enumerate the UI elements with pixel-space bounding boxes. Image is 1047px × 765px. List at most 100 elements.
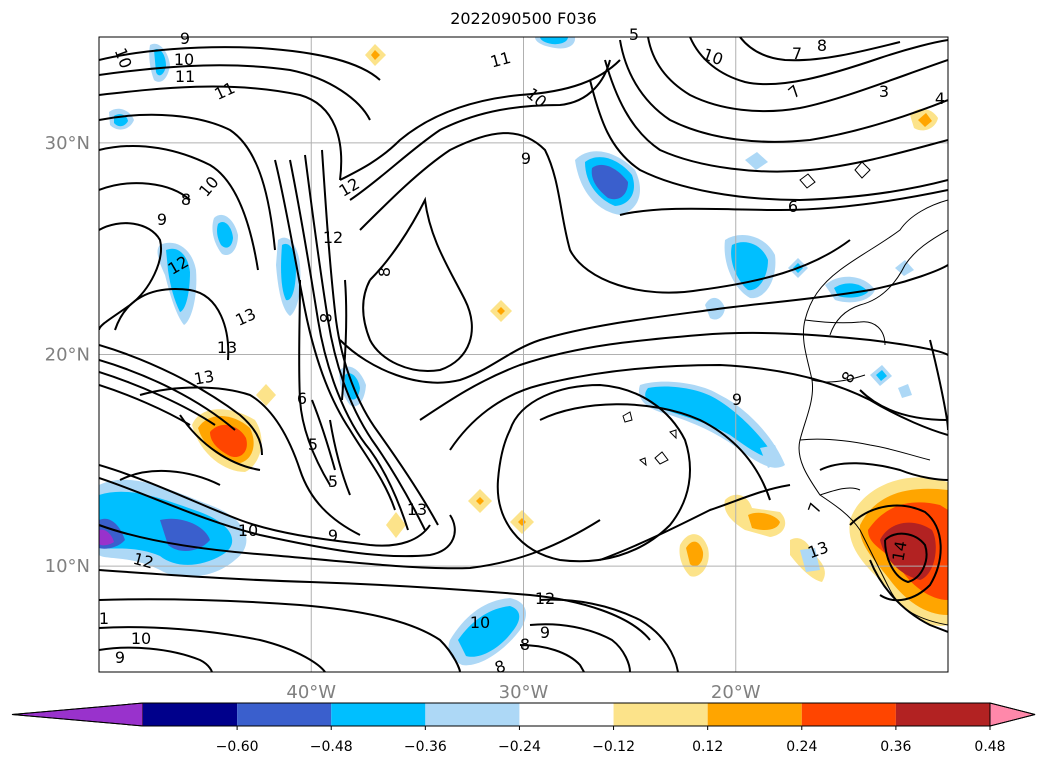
colorbar-over-triangle [989, 702, 1036, 727]
contour-line [99, 598, 461, 672]
contour-line [99, 626, 326, 672]
contour-label: 8 [375, 267, 394, 277]
contour-label: 12 [323, 228, 343, 247]
colorbar-tick-label: −0.36 [404, 739, 447, 755]
contour-label: 13 [232, 304, 258, 330]
colorbar-under-triangle [11, 702, 144, 727]
colorbar-tick-label: 0.48 [974, 739, 1005, 755]
contour-lines [99, 37, 948, 672]
contour-label: 10 [238, 521, 258, 540]
contour-line [529, 623, 631, 672]
colorbar-tick-label: 0.12 [692, 739, 723, 755]
contour-line [99, 371, 216, 426]
colorbar-bin [895, 703, 990, 726]
contour-line [619, 189, 948, 216]
contour-line [604, 59, 948, 173]
contour-line [339, 59, 621, 181]
colorbar-tick-label: 0.24 [786, 739, 817, 755]
contour-label: 13 [192, 366, 215, 388]
contour-label: 10 [131, 629, 151, 648]
contour-line [419, 331, 948, 421]
colorbar-bin [519, 703, 614, 726]
contour-label: 11 [488, 48, 513, 72]
contour-line [321, 149, 439, 526]
colorbar-bin [613, 703, 708, 726]
contour-label: 3 [879, 82, 889, 101]
coastline [622, 161, 948, 626]
contour-line [589, 79, 948, 202]
contour-line [99, 144, 259, 271]
contour-label: 7 [804, 500, 825, 516]
contour-label: 4 [935, 89, 945, 108]
contour-label: 5 [328, 472, 338, 491]
contour-label: 6 [788, 197, 798, 216]
contour-line [298, 279, 331, 486]
contour-label: 8 [316, 313, 335, 323]
contour-line [539, 403, 771, 501]
contour-line [341, 279, 348, 401]
contour-line [739, 37, 901, 62]
contour-label: 10 [470, 613, 490, 632]
contour-line [689, 37, 948, 86]
colorbar-bin [801, 703, 896, 726]
colorbar-tick-label: −0.48 [310, 739, 353, 755]
lon-tick-label: 40°W [286, 682, 336, 703]
contour-line [99, 222, 162, 331]
contour-line [99, 569, 651, 641]
axis-tick-labels: 30°N 20°N 10°N 40°W 30°W 20°W [45, 133, 761, 703]
colorbar-bin [425, 703, 520, 726]
contour-label: 11 [211, 78, 237, 104]
contour-label: 9 [115, 648, 125, 667]
contour-line [304, 154, 426, 531]
contour-line [849, 504, 942, 602]
contour-line [599, 484, 791, 561]
contour-line [99, 113, 276, 251]
colorbar-outline [11, 702, 1036, 727]
colorbar-bin [331, 703, 426, 726]
contour-label: 9 [521, 149, 531, 168]
colorbar-tick-label: 0.36 [880, 739, 911, 755]
lon-tick-label: 30°W [499, 682, 549, 703]
contour-line [496, 383, 691, 563]
colorbar: −0.60 −0.48 −0.36 −0.24 −0.12 0.12 0.24 0.36 0.4… [11, 702, 1036, 755]
colorbar-bin [707, 703, 802, 726]
map-frame [98, 36, 949, 673]
contour-line [339, 264, 948, 384]
contour-label: 7 [792, 44, 802, 63]
contour-label: 10 [700, 44, 726, 69]
contour-label: 14 [888, 539, 910, 562]
contour-label: 9 [732, 390, 742, 409]
cool-patch [99, 37, 914, 666]
warm-patch [192, 44, 948, 626]
contour-label: 8 [492, 656, 508, 677]
contour-label: 12 [535, 589, 555, 608]
lat-tick-label: 30°N [45, 133, 90, 154]
contour-line [647, 37, 948, 113]
contour-line [99, 477, 456, 558]
contour-line [99, 384, 191, 426]
contour-label: 13 [217, 338, 237, 357]
contour-label: 8 [520, 635, 530, 654]
contour-label: 8 [837, 368, 859, 386]
contour-line [99, 344, 263, 456]
contour-label: 10 [174, 50, 194, 69]
contour-line [539, 598, 679, 672]
contour-label: 10 [523, 84, 551, 112]
contour-label: 10 [111, 45, 136, 71]
lat-tick-label: 20°N [45, 345, 90, 366]
contour-line [99, 646, 213, 672]
contour-line [99, 464, 431, 547]
contour-line [119, 470, 221, 486]
colorbar-tick-label: −0.12 [592, 739, 635, 755]
colorbar-bin [237, 703, 332, 726]
contour-line [114, 288, 230, 361]
contour-line [99, 46, 381, 81]
colorbar-tick-label: −0.24 [498, 739, 541, 755]
contour-line [884, 532, 928, 584]
contour-line [349, 59, 611, 201]
map-title: 2022090500 F036 [450, 9, 597, 28]
contour-label: 9 [180, 29, 190, 48]
contour-label: 9 [157, 210, 167, 229]
lon-tick-label: 20°W [711, 682, 761, 703]
contour-label: 1 [99, 609, 109, 628]
